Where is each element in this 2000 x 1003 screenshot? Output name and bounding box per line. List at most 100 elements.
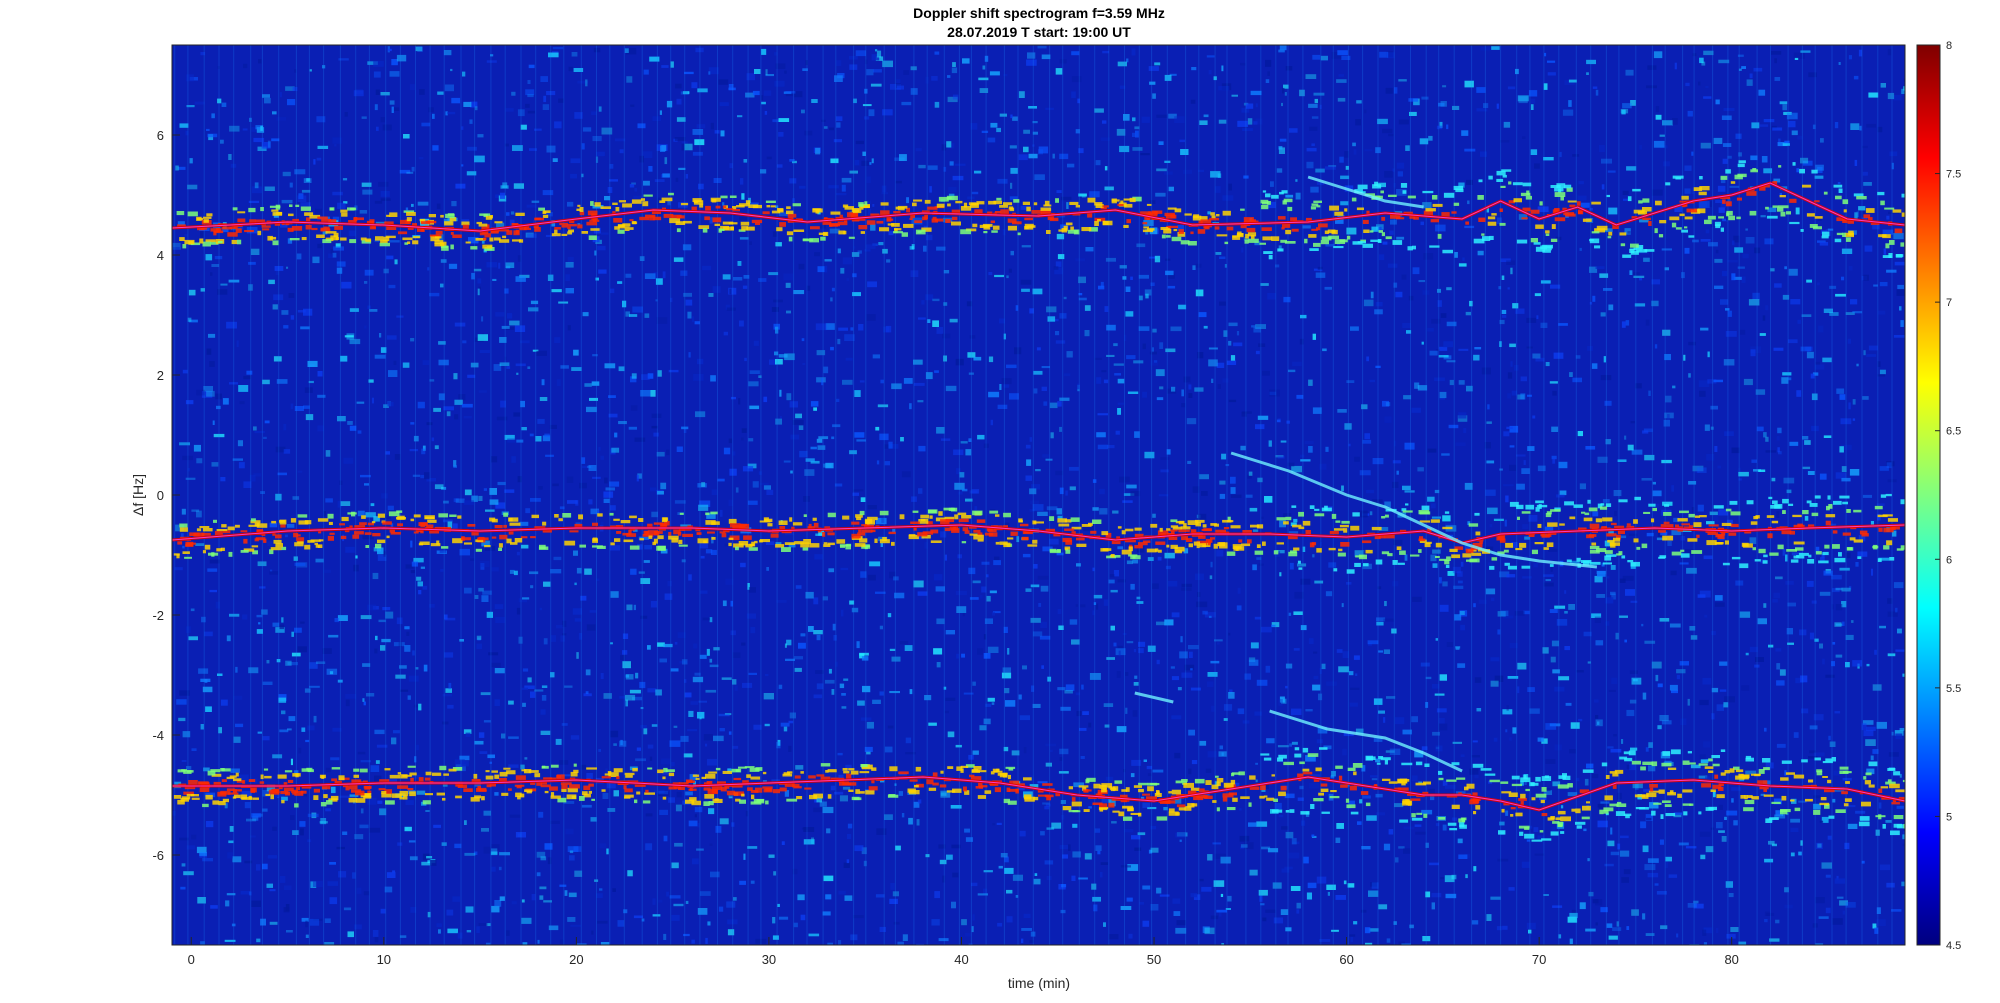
noise-speckle [1148,66,1159,71]
noise-speckle [446,909,454,916]
noise-speckle [1444,523,1454,528]
noise-speckle [1386,696,1396,699]
noise-speckle [983,634,987,640]
noise-speckle [1622,190,1629,195]
noise-speckle [1745,228,1748,231]
noise-speckle [1009,145,1017,149]
noise-speckle [540,709,546,715]
noise-speckle [1108,934,1119,940]
noise-speckle [1188,729,1195,736]
noise-speckle [655,278,663,285]
signal-speckle [1501,169,1512,172]
noise-speckle [1554,686,1565,692]
noise-speckle [1730,927,1739,932]
noise-speckle [1835,654,1843,658]
noise-speckle [1897,628,1902,634]
noise-speckle [647,744,654,749]
noise-speckle [1368,642,1372,646]
noise-speckle [1592,899,1599,904]
noise-speckle [816,683,824,690]
noise-speckle [1268,440,1272,447]
noise-speckle [650,487,657,492]
noise-speckle [410,570,415,574]
noise-speckle [1814,175,1824,179]
noise-speckle [691,316,695,323]
noise-speckle [1378,527,1389,531]
noise-speckle [861,656,869,661]
noise-speckle [454,399,463,405]
noise-speckle [1033,370,1043,375]
signal-speckle [732,206,737,210]
noise-speckle [383,404,389,408]
noise-speckle [511,901,517,905]
signal-speckle [691,206,697,211]
signal-speckle [1041,209,1052,213]
noise-speckle [694,806,703,813]
noise-speckle [1248,822,1257,827]
noise-speckle [445,688,452,693]
noise-speckle [280,876,286,883]
noise-speckle [380,514,391,520]
noise-speckle [1640,821,1647,829]
noise-speckle [1552,458,1556,464]
noise-speckle [1684,549,1695,556]
noise-speckle [260,125,263,131]
noise-speckle [852,492,859,496]
noise-speckle [552,158,558,162]
noise-speckle [1644,864,1656,871]
noise-speckle [304,387,313,393]
noise-speckle [898,791,903,796]
noise-speckle [1279,696,1285,703]
noise-speckle [316,157,322,161]
noise-speckle [1064,373,1071,377]
noise-speckle [627,870,633,877]
noise-speckle [1699,699,1709,706]
noise-speckle [1346,227,1357,235]
signal-speckle [1814,200,1820,203]
noise-speckle [1221,65,1224,72]
noise-speckle [448,263,458,269]
noise-speckle [659,658,667,663]
noise-speckle [748,438,754,442]
noise-speckle [422,360,430,365]
noise-speckle [380,92,390,96]
noise-speckle [609,179,618,182]
noise-speckle [998,865,1003,869]
noise-speckle [1839,394,1846,400]
noise-speckle [1125,672,1129,676]
noise-speckle [464,489,472,496]
noise-speckle [1707,351,1710,358]
noise-speckle [652,898,656,905]
noise-speckle [367,604,377,611]
noise-speckle [1698,775,1708,779]
noise-speckle [1041,386,1047,391]
noise-speckle [1627,231,1631,234]
noise-speckle [625,694,636,701]
noise-speckle [763,693,774,700]
noise-speckle [1486,206,1489,213]
noise-speckle [287,524,295,528]
noise-speckle [1319,104,1322,109]
noise-speckle [1374,309,1383,315]
noise-speckle [285,86,295,91]
noise-speckle [353,564,359,572]
noise-speckle [890,84,901,90]
signal-speckle [1007,225,1017,231]
signal-speckle [1900,242,1905,247]
signal-speckle [1688,235,1695,238]
noise-speckle [1727,259,1738,263]
noise-speckle [849,600,855,605]
noise-speckle [1704,424,1710,431]
signal-speckle [1117,203,1124,206]
noise-speckle [1152,583,1159,589]
noise-speckle [1142,343,1146,350]
noise-speckle [525,89,535,96]
signal-speckle [1263,251,1273,254]
noise-speckle [411,774,421,779]
noise-speckle [1693,900,1699,904]
noise-speckle [539,397,548,401]
noise-speckle [1886,461,1895,467]
noise-speckle [275,793,284,798]
noise-speckle [1171,676,1179,681]
noise-speckle [984,55,989,62]
